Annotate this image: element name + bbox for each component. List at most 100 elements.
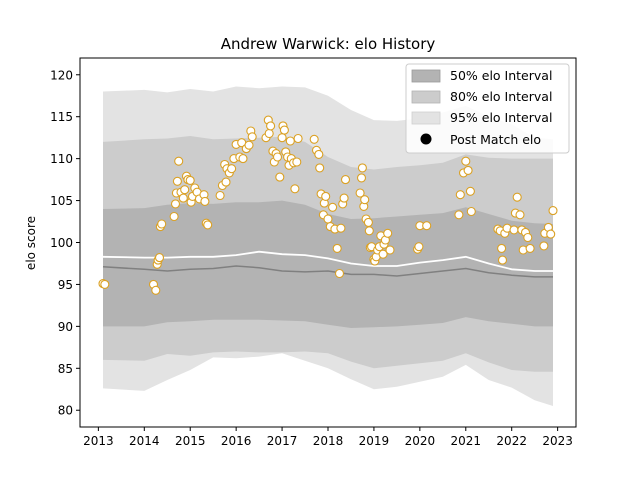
post-match-point xyxy=(151,285,161,295)
post-match-point xyxy=(509,225,519,235)
legend: 50% elo Interval 80% elo Interval 95% el… xyxy=(405,63,570,154)
post-match-point xyxy=(227,164,237,174)
post-match-point xyxy=(360,195,370,205)
post-match-point xyxy=(334,268,345,279)
post-match-point xyxy=(364,226,374,236)
y-tick-label: 90 xyxy=(58,320,73,334)
y-tick-label: 95 xyxy=(58,278,73,292)
post-match-point xyxy=(340,175,351,185)
post-match-point xyxy=(215,190,225,201)
x-tick-label: 2022 xyxy=(496,434,527,448)
post-match-point xyxy=(172,176,182,186)
legend-frame xyxy=(405,63,570,154)
x-tick-label: 2016 xyxy=(221,434,252,448)
post-match-point xyxy=(515,210,525,220)
legend-swatch-95 xyxy=(411,111,441,125)
post-match-point xyxy=(378,249,388,259)
post-match-point xyxy=(203,220,213,230)
post-match-point xyxy=(383,228,393,238)
post-match-point xyxy=(264,128,274,139)
post-match-point xyxy=(328,202,338,212)
post-match-point xyxy=(454,210,464,220)
post-match-point xyxy=(277,133,287,143)
y-tick-label: 115 xyxy=(50,110,73,124)
post-match-point xyxy=(355,188,365,198)
interval-bands xyxy=(103,86,553,406)
post-match-point xyxy=(279,125,289,135)
post-match-point xyxy=(221,177,231,187)
post-match-point xyxy=(321,191,331,201)
post-match-point xyxy=(200,196,210,206)
post-match-point xyxy=(461,156,471,166)
post-match-point xyxy=(247,132,257,142)
post-match-point xyxy=(336,223,346,233)
post-match-point xyxy=(169,211,179,222)
post-match-point xyxy=(548,206,558,216)
post-match-point xyxy=(272,152,283,162)
post-match-point xyxy=(466,206,476,217)
x-axis-ticks: 2013 2014 2015 2016 2017 2018 2019 2020 2021 2022… xyxy=(83,427,573,448)
post-match-point xyxy=(275,172,285,182)
x-tick-label: 2021 xyxy=(451,434,482,448)
x-tick-label: 2019 xyxy=(359,434,390,448)
post-match-point xyxy=(332,243,342,253)
post-match-point xyxy=(309,134,319,144)
y-tick-label: 110 xyxy=(50,152,73,166)
post-match-point xyxy=(315,163,325,173)
x-tick-label: 2017 xyxy=(267,434,298,448)
post-match-point xyxy=(314,149,324,159)
legend-swatch-50 xyxy=(411,69,441,83)
post-match-point xyxy=(266,121,276,131)
post-match-point xyxy=(154,253,165,263)
post-match-point xyxy=(525,243,535,253)
y-tick-label: 85 xyxy=(58,362,73,376)
post-match-point xyxy=(523,232,533,243)
y-tick-label: 80 xyxy=(58,404,73,418)
legend-label-50: 50% elo Interval xyxy=(450,68,552,83)
x-tick-label: 2015 xyxy=(175,434,206,448)
x-tick-label: 2018 xyxy=(313,434,344,448)
y-tick-label: 120 xyxy=(50,68,73,82)
post-match-point xyxy=(174,156,184,166)
post-match-point xyxy=(100,279,110,289)
post-match-point xyxy=(290,184,300,194)
post-match-point xyxy=(455,190,465,200)
post-match-point xyxy=(292,157,302,167)
x-tick-label: 2020 xyxy=(405,434,436,448)
post-match-point xyxy=(422,221,432,231)
post-match-point xyxy=(546,229,556,239)
y-tick-label: 105 xyxy=(50,194,73,208)
post-match-point xyxy=(497,243,507,253)
x-tick-label: 2023 xyxy=(542,434,573,448)
x-tick-label: 2013 xyxy=(83,434,114,448)
y-axis-ticks: 80 85 90 95 100 105 110 115 120 xyxy=(50,68,80,418)
chart-title: Andrew Warwick: elo History xyxy=(221,35,436,53)
post-match-point xyxy=(170,199,181,209)
y-axis-label: elo score xyxy=(24,216,38,270)
post-match-point xyxy=(463,165,473,175)
legend-label-95: 95% elo Interval xyxy=(450,110,552,125)
post-match-points xyxy=(98,115,558,295)
post-match-point xyxy=(465,186,475,196)
post-match-point xyxy=(238,154,248,164)
post-match-point xyxy=(178,193,188,203)
post-match-point xyxy=(497,255,508,265)
post-match-point xyxy=(293,133,303,144)
post-match-point xyxy=(363,217,373,227)
post-match-point xyxy=(414,242,424,252)
post-match-point xyxy=(512,192,522,202)
mean-line xyxy=(102,250,553,272)
post-match-point xyxy=(385,245,395,255)
legend-label-post-match: Post Match elo xyxy=(450,132,541,147)
post-match-point xyxy=(185,175,195,185)
y-tick-label: 100 xyxy=(50,236,73,250)
post-match-point xyxy=(323,214,333,224)
post-match-point xyxy=(357,163,367,173)
post-match-point xyxy=(339,193,349,203)
post-match-point xyxy=(180,185,190,195)
legend-label-80: 80% elo Interval xyxy=(450,89,552,104)
x-tick-label: 2014 xyxy=(129,434,160,448)
post-match-point xyxy=(539,241,549,251)
band-50-interval xyxy=(103,200,553,328)
